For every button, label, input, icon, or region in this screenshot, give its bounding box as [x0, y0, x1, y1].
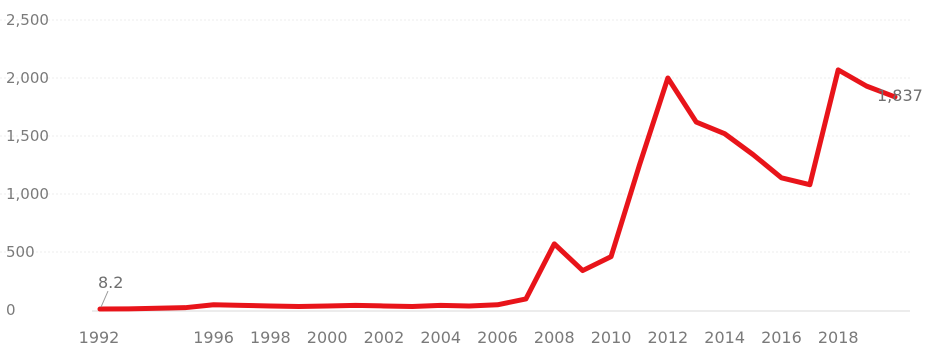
x-tick-label: 2008: [534, 328, 575, 347]
y-tick-label: 500: [6, 243, 35, 261]
y-axis: 0 500 1,000 1,500 2,000 2,500: [6, 11, 49, 319]
x-tick-label: 2004: [420, 328, 461, 347]
y-tick-label: 1,500: [6, 127, 49, 145]
y-tick-label: 1,000: [6, 185, 49, 203]
last-data-label: 1,837: [877, 86, 923, 105]
x-tick-label: 2006: [477, 328, 518, 347]
y-tick-label: 0: [6, 301, 16, 319]
x-tick-label: 1998: [250, 328, 291, 347]
data-labels: 8.2 1,837: [98, 86, 923, 308]
x-tick-label: 1996: [193, 328, 234, 347]
x-tick-label: 2000: [307, 328, 348, 347]
x-tick-label: 2016: [761, 328, 802, 347]
first-data-label: 8.2: [98, 273, 123, 292]
series-line: [97, 67, 898, 312]
y-tick-label: 2,000: [6, 69, 49, 87]
x-tick-label: 2018: [818, 328, 859, 347]
y-tick-label: 2,500: [6, 11, 49, 29]
grid: [0, 19, 910, 253]
x-tick-label: 2002: [364, 328, 405, 347]
first-label-leader-line: [100, 290, 109, 308]
x-tick-label: 2010: [591, 328, 632, 347]
x-tick-label: 2014: [704, 328, 745, 347]
x-tick-label: 1992: [79, 328, 120, 347]
x-axis: 1992 1996 1998 2000 2002 2004 2006 2008 2010 2012…: [79, 310, 910, 347]
x-tick-label: 2012: [647, 328, 688, 347]
series: [97, 67, 898, 312]
